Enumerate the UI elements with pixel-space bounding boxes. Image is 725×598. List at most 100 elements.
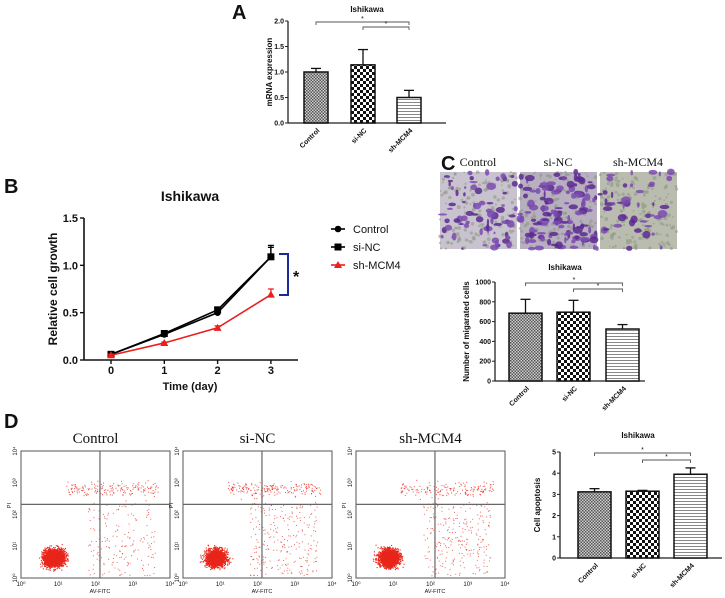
y-tick-label: 10³ <box>175 478 181 487</box>
y-tick-label: 1 <box>552 534 556 541</box>
y-tick-label: 4 <box>552 471 556 478</box>
y-tick-label: 0.0 <box>274 121 284 128</box>
x-axis-label: AV-FITC <box>252 589 273 595</box>
series-si-nc <box>107 246 275 358</box>
x-tick-label: 10³ <box>463 582 472 588</box>
panel-label-d: D <box>4 411 18 433</box>
y-tick-label: 10² <box>348 510 354 519</box>
bar-si-nc <box>556 311 591 382</box>
significance-star: * <box>573 277 576 284</box>
y-axis-label: Cell apoptosis <box>533 477 542 532</box>
series-line <box>110 256 272 356</box>
y-tick-label: 10¹ <box>13 542 19 551</box>
y-axis-label: PI <box>342 503 348 509</box>
legend-label: Control <box>353 224 388 236</box>
y-tick-label: 400 <box>479 339 491 346</box>
x-axis-label: AV-FITC <box>90 589 111 595</box>
y-tick-label: 10⁰ <box>347 573 354 583</box>
y-tick-label: 1.5 <box>274 44 284 51</box>
x-tick-label: si-NC <box>351 127 369 145</box>
y-tick-label: 800 <box>479 299 491 306</box>
y-axis-label: Number of migarated cells <box>462 281 471 382</box>
bar-sh-mcm4 <box>673 473 708 559</box>
marker-triangle <box>266 290 275 298</box>
y-axis-label: PI <box>7 503 13 509</box>
y-tick-label: 10⁴ <box>12 446 19 456</box>
x-tick-label: 10⁰ <box>178 581 188 588</box>
y-axis-label: PI <box>169 503 175 509</box>
panel-label-a: A <box>232 2 246 24</box>
y-tick-label: 0.5 <box>274 95 284 102</box>
x-tick-label: sh-MCM4 <box>669 562 696 589</box>
y-tick-label: 1000 <box>475 280 491 287</box>
y-tick-label: 0.5 <box>63 308 78 320</box>
y-tick-label: 200 <box>479 359 491 366</box>
line-chart: Ishikawa 1.5 1.0 0.5 0.0 0 1 2 3 Time (day) Relati… <box>46 188 401 393</box>
y-tick-label: 10⁰ <box>174 573 181 583</box>
significance-bracket <box>279 253 289 296</box>
significance-bracket <box>315 21 410 25</box>
x-tick-label: 10⁴ <box>165 581 175 588</box>
transwell-image-0 <box>437 169 518 251</box>
image-label: Control <box>460 155 497 169</box>
significance-bracket <box>573 288 623 292</box>
significance-star: * <box>385 21 388 28</box>
x-tick-label: si-NC <box>561 385 579 403</box>
x-tick-label: 10⁴ <box>500 581 510 588</box>
x-tick-label: 10³ <box>290 582 299 588</box>
series-sh-mcm4 <box>107 288 275 359</box>
x-tick-label: 10¹ <box>54 582 63 588</box>
x-tick-label: 0 <box>108 365 114 377</box>
bar-control <box>508 312 543 382</box>
x-tick-label: 10⁰ <box>16 581 26 588</box>
flow-plot-title: Control <box>73 431 119 447</box>
marker-square <box>160 329 168 337</box>
x-tick-label: 2 <box>215 365 221 377</box>
significance-bracket <box>525 282 623 286</box>
y-tick-label: 3 <box>552 492 556 499</box>
x-tick-label: 10² <box>253 582 262 588</box>
marker-square <box>214 306 222 314</box>
y-tick-label: 10¹ <box>348 542 354 551</box>
transwell-image-2 <box>597 168 679 251</box>
significance-star: * <box>361 16 364 23</box>
x-tick-label: 10² <box>91 582 100 588</box>
y-tick-label: 0.0 <box>63 355 78 367</box>
y-tick-label: 1.5 <box>63 213 78 225</box>
x-tick-label: si-NC <box>630 562 648 580</box>
marker-triangle <box>213 323 222 331</box>
y-tick-label: 10³ <box>13 478 19 487</box>
x-tick-label: 10³ <box>128 582 137 588</box>
y-tick-label: 2 <box>552 513 556 520</box>
chart-title: Ishikawa <box>621 431 655 440</box>
y-tick-label: 1.0 <box>63 260 78 272</box>
plot-frame <box>20 450 171 579</box>
y-axis-label: mRNA expression <box>265 38 274 107</box>
y-tick-label: 10¹ <box>175 542 181 551</box>
x-tick-label: 1 <box>161 365 167 377</box>
x-tick-label: 10¹ <box>216 582 225 588</box>
series-line <box>110 256 272 356</box>
marker-triangle <box>107 351 115 359</box>
plot-frame <box>355 450 506 579</box>
y-tick-label: 10⁰ <box>12 573 19 583</box>
bar-si-nc <box>350 64 376 124</box>
x-axis-label: AV-FITC <box>425 589 446 595</box>
bar-chart-0: Ishikawa 2.0 1.5 1.0 0.5 0.0 mRNA expression Co… <box>265 5 446 154</box>
y-tick-label: 10⁴ <box>347 446 354 456</box>
y-tick-label: 10³ <box>348 478 354 487</box>
bar-control <box>577 491 612 559</box>
marker-square <box>267 253 275 261</box>
y-tick-label: 10² <box>13 510 19 519</box>
x-tick-label: sh-MCM4 <box>387 127 414 154</box>
y-tick-label: 1.0 <box>274 70 284 77</box>
legend-label: si-NC <box>353 242 381 254</box>
marker-triangle <box>334 261 342 268</box>
significance-bracket <box>642 459 691 463</box>
x-tick-label: 10⁴ <box>327 581 337 588</box>
